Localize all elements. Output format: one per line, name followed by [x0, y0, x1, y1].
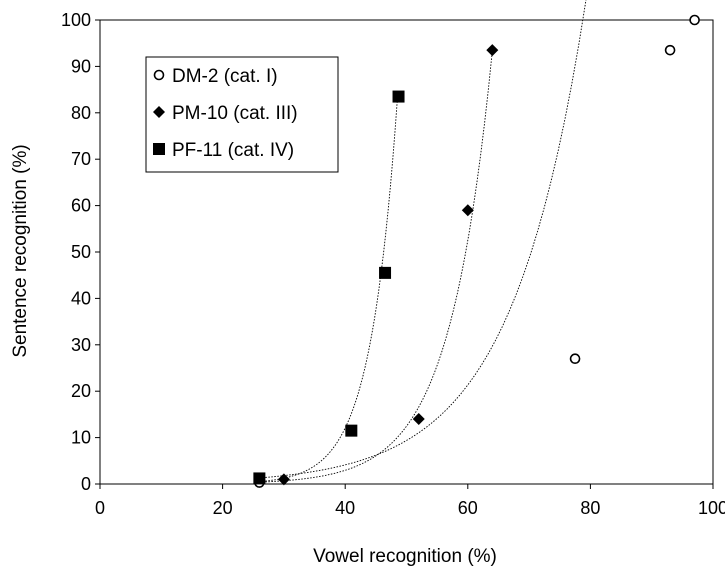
data-point: [461, 204, 474, 217]
legend-box: [145, 56, 339, 173]
x-tick-label: 60: [458, 498, 478, 518]
x-tick-label: 0: [95, 498, 105, 518]
data-point: [664, 44, 676, 56]
legend-entry-label: PM-10 (cat. III): [172, 103, 298, 124]
tick-labels: 0 10 20 30 40 50 60 70 80 90 100 0 20 40 60 80 100: [61, 10, 725, 518]
data-points: [253, 14, 700, 488]
legend-entry-label: PF-11 (cat. IV): [172, 140, 294, 161]
trendline: [259, 99, 398, 483]
y-tick-label: 70: [71, 149, 91, 169]
x-tick-label: 20: [213, 498, 233, 518]
data-point: [379, 266, 392, 279]
data-point: [569, 353, 581, 365]
x-axis-label: Vowel recognition (%): [313, 546, 497, 567]
data-point: [412, 413, 425, 426]
y-tick-label: 40: [71, 288, 91, 308]
x-tick-label: 100: [698, 498, 725, 518]
y-tick-label: 10: [71, 428, 91, 448]
data-point: [253, 472, 266, 485]
y-tick-label: 60: [71, 196, 91, 216]
data-point: [345, 424, 358, 437]
x-tick-label: 80: [580, 498, 600, 518]
axes: [95, 19, 714, 489]
legend: DM-2 (cat. I) PM-10 (cat. III) PF-11 (cat.…: [145, 56, 339, 173]
y-tick-label: 0: [81, 474, 91, 494]
y-tick-label: 20: [71, 381, 91, 401]
data-point: [689, 14, 700, 26]
y-tick-label: 30: [71, 335, 91, 355]
trendline: [259, 50, 493, 483]
legend-marker: [153, 69, 165, 81]
y-tick-label: 100: [61, 10, 91, 30]
y-tick-label: 90: [71, 56, 91, 76]
y-axis-label: Sentence recognition (%): [10, 144, 31, 357]
y-tick-label: 50: [71, 242, 91, 262]
trendline: [259, 0, 587, 479]
x-tick-label: 40: [335, 498, 355, 518]
trendlines: [259, 0, 587, 483]
legend-marker: [153, 143, 165, 155]
data-point: [277, 473, 290, 486]
data-point: [392, 90, 405, 103]
legend-marker: [153, 106, 165, 118]
legend-entry-label: DM-2 (cat. I): [172, 66, 278, 87]
y-tick-label: 80: [71, 103, 91, 123]
data-point: [486, 44, 499, 57]
